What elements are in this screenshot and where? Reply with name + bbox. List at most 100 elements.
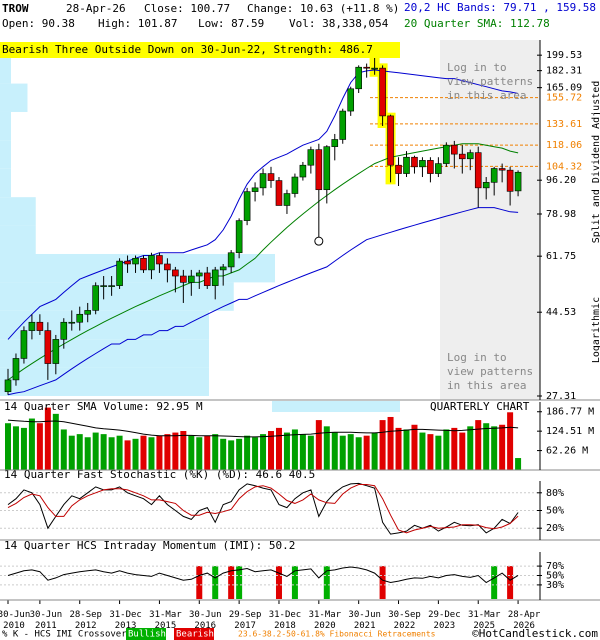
volume-bar bbox=[491, 426, 498, 470]
volume-bar bbox=[220, 438, 227, 470]
patterns-notice: view patterns bbox=[447, 365, 533, 378]
volume-bar bbox=[275, 427, 282, 470]
volume-bar bbox=[140, 435, 147, 470]
x-tick-label: 31-Mar 2025 bbox=[468, 610, 501, 631]
volume-bar bbox=[36, 423, 43, 470]
change: Change: 10.63 (+11.8 %) bbox=[247, 2, 399, 15]
volume-bar bbox=[204, 435, 211, 470]
volume-bar bbox=[371, 432, 378, 470]
candle-body bbox=[124, 260, 131, 265]
candle-body bbox=[443, 144, 450, 164]
volume-bar bbox=[403, 429, 410, 470]
fib-label: 118.06 bbox=[546, 140, 582, 151]
indicator-line bbox=[7, 566, 519, 584]
volume-bar bbox=[5, 423, 11, 470]
volume-bar bbox=[395, 427, 402, 470]
volume-bar bbox=[291, 429, 298, 470]
x-tick-label: 30-Sep 2022 bbox=[388, 610, 421, 631]
volume-bar bbox=[28, 418, 35, 470]
candle-body bbox=[52, 339, 60, 364]
vbp-label-bg bbox=[272, 401, 400, 412]
y-tick-label: 124.51 M bbox=[546, 426, 594, 437]
volume-bar bbox=[164, 434, 171, 470]
volume-bar bbox=[172, 432, 179, 470]
y-tick-label: 70% bbox=[546, 561, 564, 572]
y-tick-label: 50% bbox=[546, 571, 564, 582]
candle-body bbox=[227, 252, 235, 268]
candle-body bbox=[28, 321, 36, 331]
x-tick-label: 30-Jun 2016 bbox=[189, 610, 222, 631]
candle-body bbox=[243, 191, 251, 221]
side-label: Split and Dividend Adjusted bbox=[591, 81, 600, 244]
trough-marker bbox=[314, 236, 324, 246]
volume-bar bbox=[108, 437, 115, 470]
candle-body bbox=[20, 330, 28, 359]
volume-bar bbox=[475, 420, 482, 470]
candle-body bbox=[490, 168, 498, 183]
volume-bar bbox=[68, 435, 75, 470]
panel-title: 14 Quarter Fast Stochastic (%K) (%D): 46… bbox=[4, 468, 315, 481]
volume-bar bbox=[363, 435, 370, 470]
volume-by-price-bar bbox=[0, 140, 11, 169]
candle-body bbox=[347, 88, 355, 112]
candle-body bbox=[156, 255, 163, 265]
candle-body bbox=[387, 115, 394, 166]
y-tick-label: 96.20 bbox=[546, 175, 576, 186]
volume-bar bbox=[411, 424, 418, 470]
volume-bar bbox=[52, 413, 59, 470]
volume-bar bbox=[315, 420, 322, 470]
y-tick-label: 27.31 bbox=[546, 391, 576, 402]
candle-body bbox=[458, 153, 466, 160]
signal-bar bbox=[323, 566, 330, 599]
volume-bar bbox=[260, 434, 267, 470]
candle-body bbox=[219, 266, 227, 271]
volume-bar bbox=[236, 438, 243, 470]
volume-by-price-bar bbox=[0, 225, 36, 254]
volume-bar bbox=[459, 432, 466, 470]
candle-body bbox=[482, 182, 490, 189]
candle-body bbox=[92, 285, 99, 311]
signal-bar bbox=[507, 566, 514, 599]
volume-bar bbox=[252, 437, 259, 470]
volume-by-price-bar bbox=[0, 339, 209, 368]
y-tick-label: 165.09 bbox=[546, 83, 582, 94]
volume-bar bbox=[307, 435, 314, 470]
low: Low: 87.59 bbox=[198, 17, 264, 30]
y-tick-label: 78.98 bbox=[546, 209, 576, 220]
candle-body bbox=[84, 310, 91, 315]
volume-bar bbox=[339, 435, 346, 470]
volume-bar bbox=[323, 426, 330, 470]
bands-legend: 20,2 HC Bands: 79.71 , 159.58 bbox=[404, 1, 596, 14]
candle-body bbox=[474, 152, 482, 189]
upper-band bbox=[7, 69, 519, 340]
crossover-label: % K - HCS IMI Crossover, bbox=[2, 630, 132, 640]
indicator-line bbox=[7, 484, 519, 534]
signal-bar bbox=[491, 566, 498, 599]
volume-bar bbox=[387, 416, 394, 470]
patterns-notice: view patterns bbox=[447, 75, 533, 88]
volume-bar bbox=[148, 437, 155, 470]
volume-bar bbox=[228, 440, 235, 470]
volume-bar bbox=[12, 426, 19, 470]
candle-body bbox=[195, 272, 203, 277]
volume-bar bbox=[379, 420, 386, 470]
volume-bar bbox=[196, 437, 203, 470]
candle-body bbox=[403, 156, 410, 174]
legend-entry: Bullish bbox=[128, 630, 166, 640]
close: Close: 100.77 bbox=[144, 2, 230, 15]
y-tick-label: 62.26 M bbox=[546, 446, 588, 457]
volume-by-price-bar bbox=[0, 282, 234, 311]
candle-body bbox=[148, 255, 155, 271]
candle-body bbox=[164, 263, 171, 271]
candle-body bbox=[259, 173, 267, 189]
candle-body bbox=[203, 272, 211, 286]
x-tick-label: 31-Mar 2015 bbox=[149, 610, 182, 631]
candle-body bbox=[323, 146, 331, 191]
volume-bar bbox=[44, 407, 51, 470]
x-tick-label: 31-Mar 2020 bbox=[309, 610, 342, 631]
volume-bar bbox=[483, 423, 490, 470]
volume-bar bbox=[355, 437, 362, 470]
candle-body bbox=[283, 193, 291, 206]
candle-body bbox=[12, 358, 20, 381]
